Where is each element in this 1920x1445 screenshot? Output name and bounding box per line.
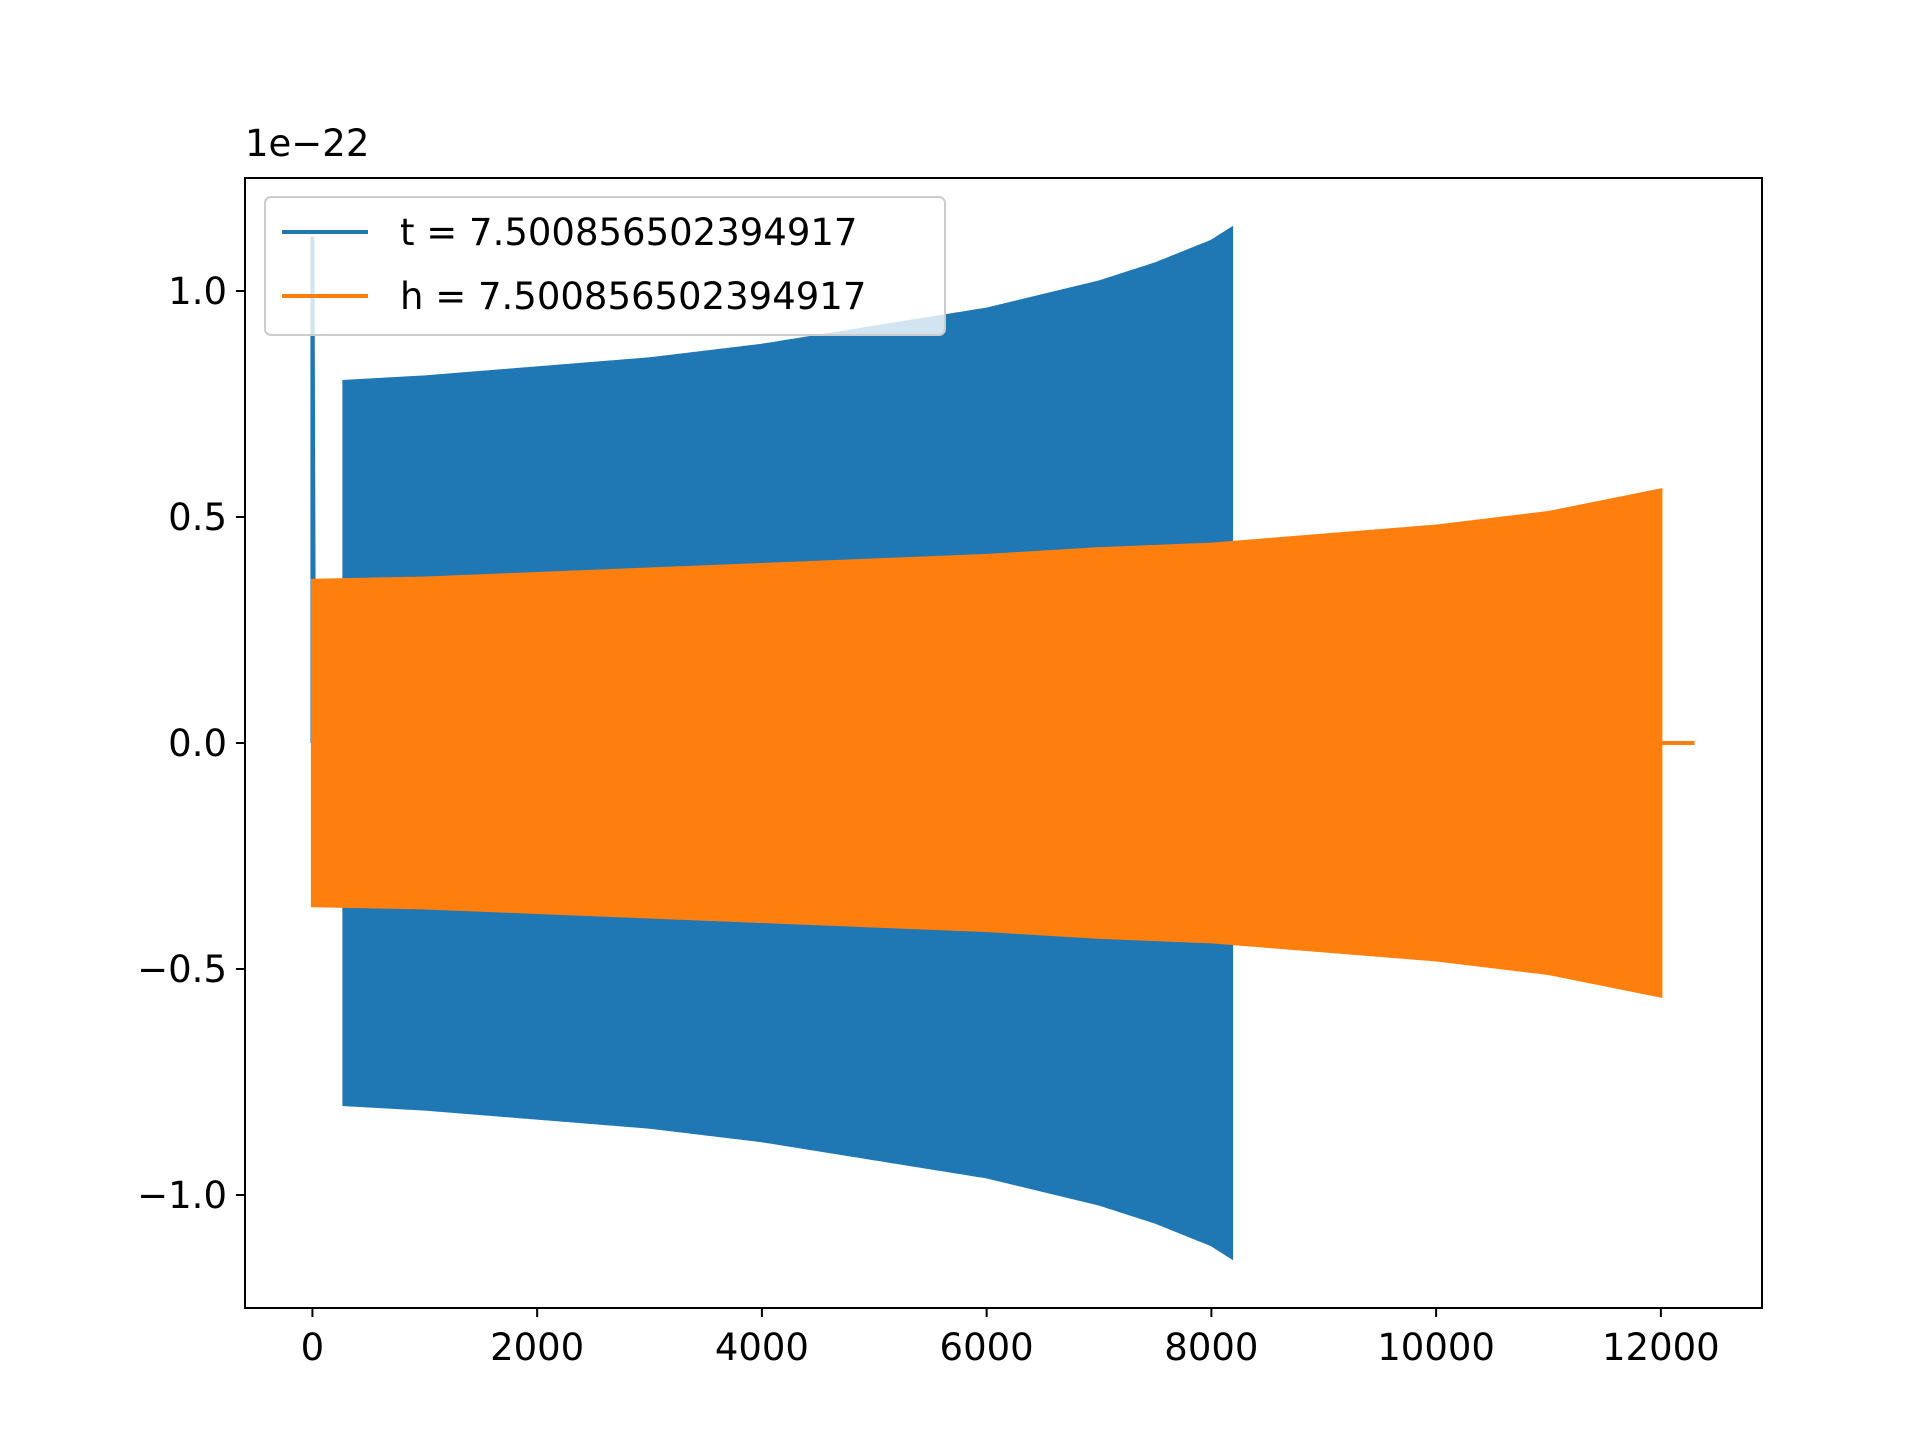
x-tick-label: 2000	[490, 1326, 584, 1369]
y-tick-label: −1.0	[137, 1174, 227, 1217]
y-tick-label: 0.5	[168, 496, 227, 539]
y-offset-text: 1e−22	[245, 122, 369, 165]
y-tick-label: −0.5	[137, 948, 227, 991]
legend-box	[264, 196, 946, 336]
axes: 0 2000 4000 6000 8000 10000 12000 1.0 0.5 0.0 −0.5…	[137, 122, 1763, 1369]
legend-label: t = 7.500856502394917	[400, 211, 857, 254]
y-tick-label: 0.0	[168, 722, 227, 765]
x-tick-label: 4000	[715, 1326, 809, 1369]
x-tick-label: 8000	[1164, 1326, 1258, 1369]
series-h	[310, 488, 1695, 998]
y-tick-label: 1.0	[168, 270, 227, 313]
x-tick-label: 0	[301, 1326, 325, 1369]
plot-area	[310, 225, 1695, 1261]
x-tick-label: 12000	[1602, 1326, 1720, 1369]
legend: t = 7.500856502394917 h = 7.5008565023949…	[264, 196, 946, 336]
x-tick-label: 10000	[1377, 1326, 1495, 1369]
series-h-oscillation-band	[310, 488, 1663, 998]
legend-label: h = 7.500856502394917	[400, 275, 866, 318]
x-tick-label: 6000	[940, 1326, 1034, 1369]
